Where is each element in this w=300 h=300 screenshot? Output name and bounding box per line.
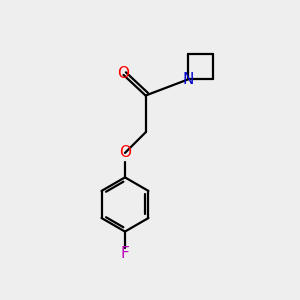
Text: F: F (121, 246, 129, 261)
Text: O: O (119, 146, 131, 160)
Text: O: O (118, 66, 130, 81)
Text: N: N (183, 72, 194, 87)
